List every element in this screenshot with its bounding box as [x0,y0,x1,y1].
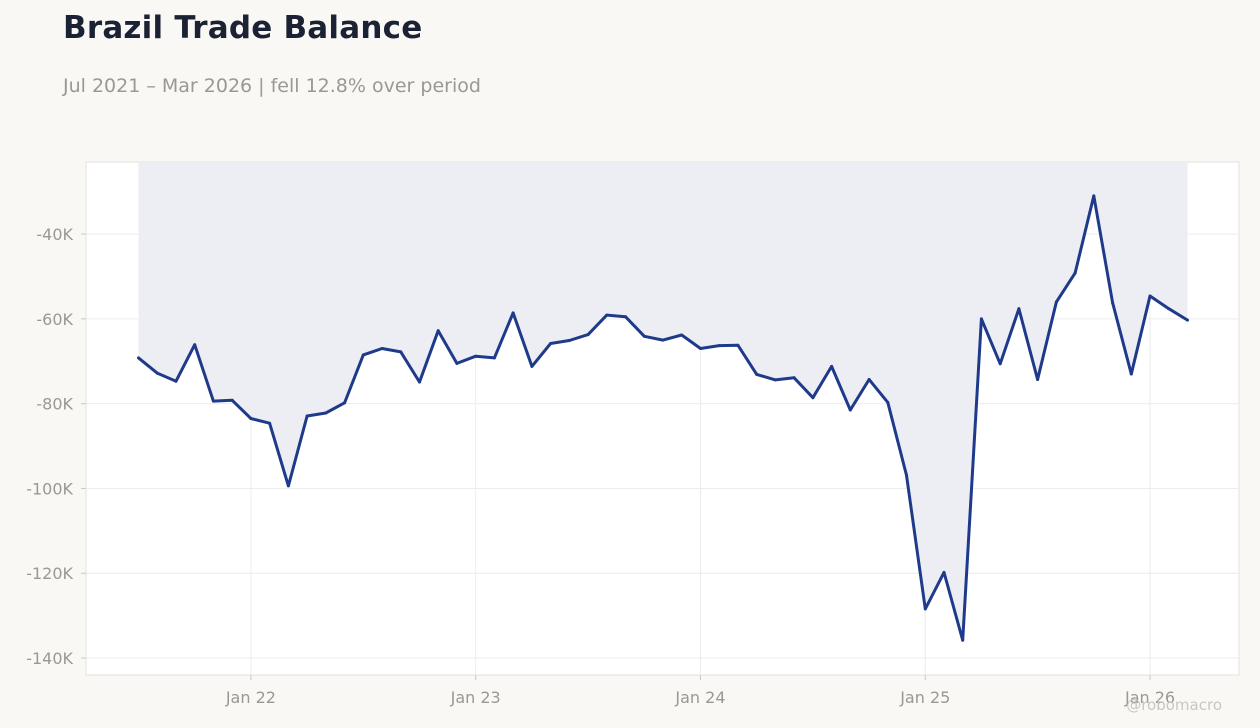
data-point [492,356,496,360]
data-point [792,376,796,380]
data-point [1036,378,1040,381]
x-tick-label: Jan 23 [450,688,501,707]
data-point [399,350,403,354]
x-tick-label: Jan 24 [674,688,725,707]
data-point [305,414,309,418]
data-points [137,194,1189,642]
y-tick-label: -60K [36,310,73,329]
data-point [1017,307,1021,311]
y-tick-label: -40K [36,225,73,244]
y-tick-label: -140K [26,649,73,668]
data-point [567,339,571,342]
data-point [1073,271,1077,275]
data-point [1054,300,1058,304]
data-point [193,343,197,347]
data-point [736,343,740,347]
data-point [174,379,178,383]
data-point [867,378,871,381]
data-point [211,399,215,403]
data-point [680,333,684,337]
data-point [717,344,721,348]
data-point [361,353,365,357]
data-point [811,396,815,400]
data-point [549,342,553,345]
data-point [286,484,290,488]
data-point [605,313,609,317]
data-point [474,354,478,358]
data-point [1092,194,1096,198]
chart-subtitle: Jul 2021 – Mar 2026 | fell 12.8% over pe… [63,75,481,97]
y-tick-label: -80K [36,395,73,414]
data-point [642,334,646,338]
watermark: @robomacro [1126,696,1222,714]
chart-title: Brazil Trade Balance [63,10,423,46]
data-point [979,317,983,321]
data-point [230,398,234,402]
y-tick-label: -100K [26,479,73,498]
x-tick-label: Jan 22 [225,688,276,707]
data-point [961,638,965,642]
data-point [1129,372,1133,376]
data-point [1167,307,1171,311]
data-point [830,364,834,368]
data-point [1186,318,1189,322]
data-point [530,364,534,368]
data-point [380,347,384,350]
data-point [1111,301,1115,305]
area-fill [138,162,1188,641]
x-tick-label: Jan 25 [899,688,950,707]
data-point [624,315,627,319]
y-tick-label: -120K [26,564,73,583]
data-point [586,333,590,337]
data-point [755,372,759,376]
data-point [923,607,927,611]
data-point [155,371,159,375]
data-point [942,570,946,574]
data-point [511,311,515,315]
data-point [773,378,777,382]
data-point [324,411,328,415]
data-point [418,380,421,384]
data-point [848,408,852,412]
data-point [886,400,890,404]
data-point [998,362,1002,366]
data-point [1148,294,1152,298]
data-point [661,338,665,342]
data-point [268,421,272,425]
x-axis-labels: Jan 22 Jan 23 Jan 24 Jan 25 Jan 26 [225,688,1175,707]
data-point [343,401,347,405]
data-point [905,473,908,477]
data-point [137,356,140,360]
data-point [249,417,253,420]
data-point [455,361,459,365]
data-point [436,329,440,333]
y-axis-labels: -40K -60K -80K -100K -120K -140K [26,225,73,668]
x-tick-label: Jan 26 [1124,688,1175,707]
data-point [699,347,702,350]
